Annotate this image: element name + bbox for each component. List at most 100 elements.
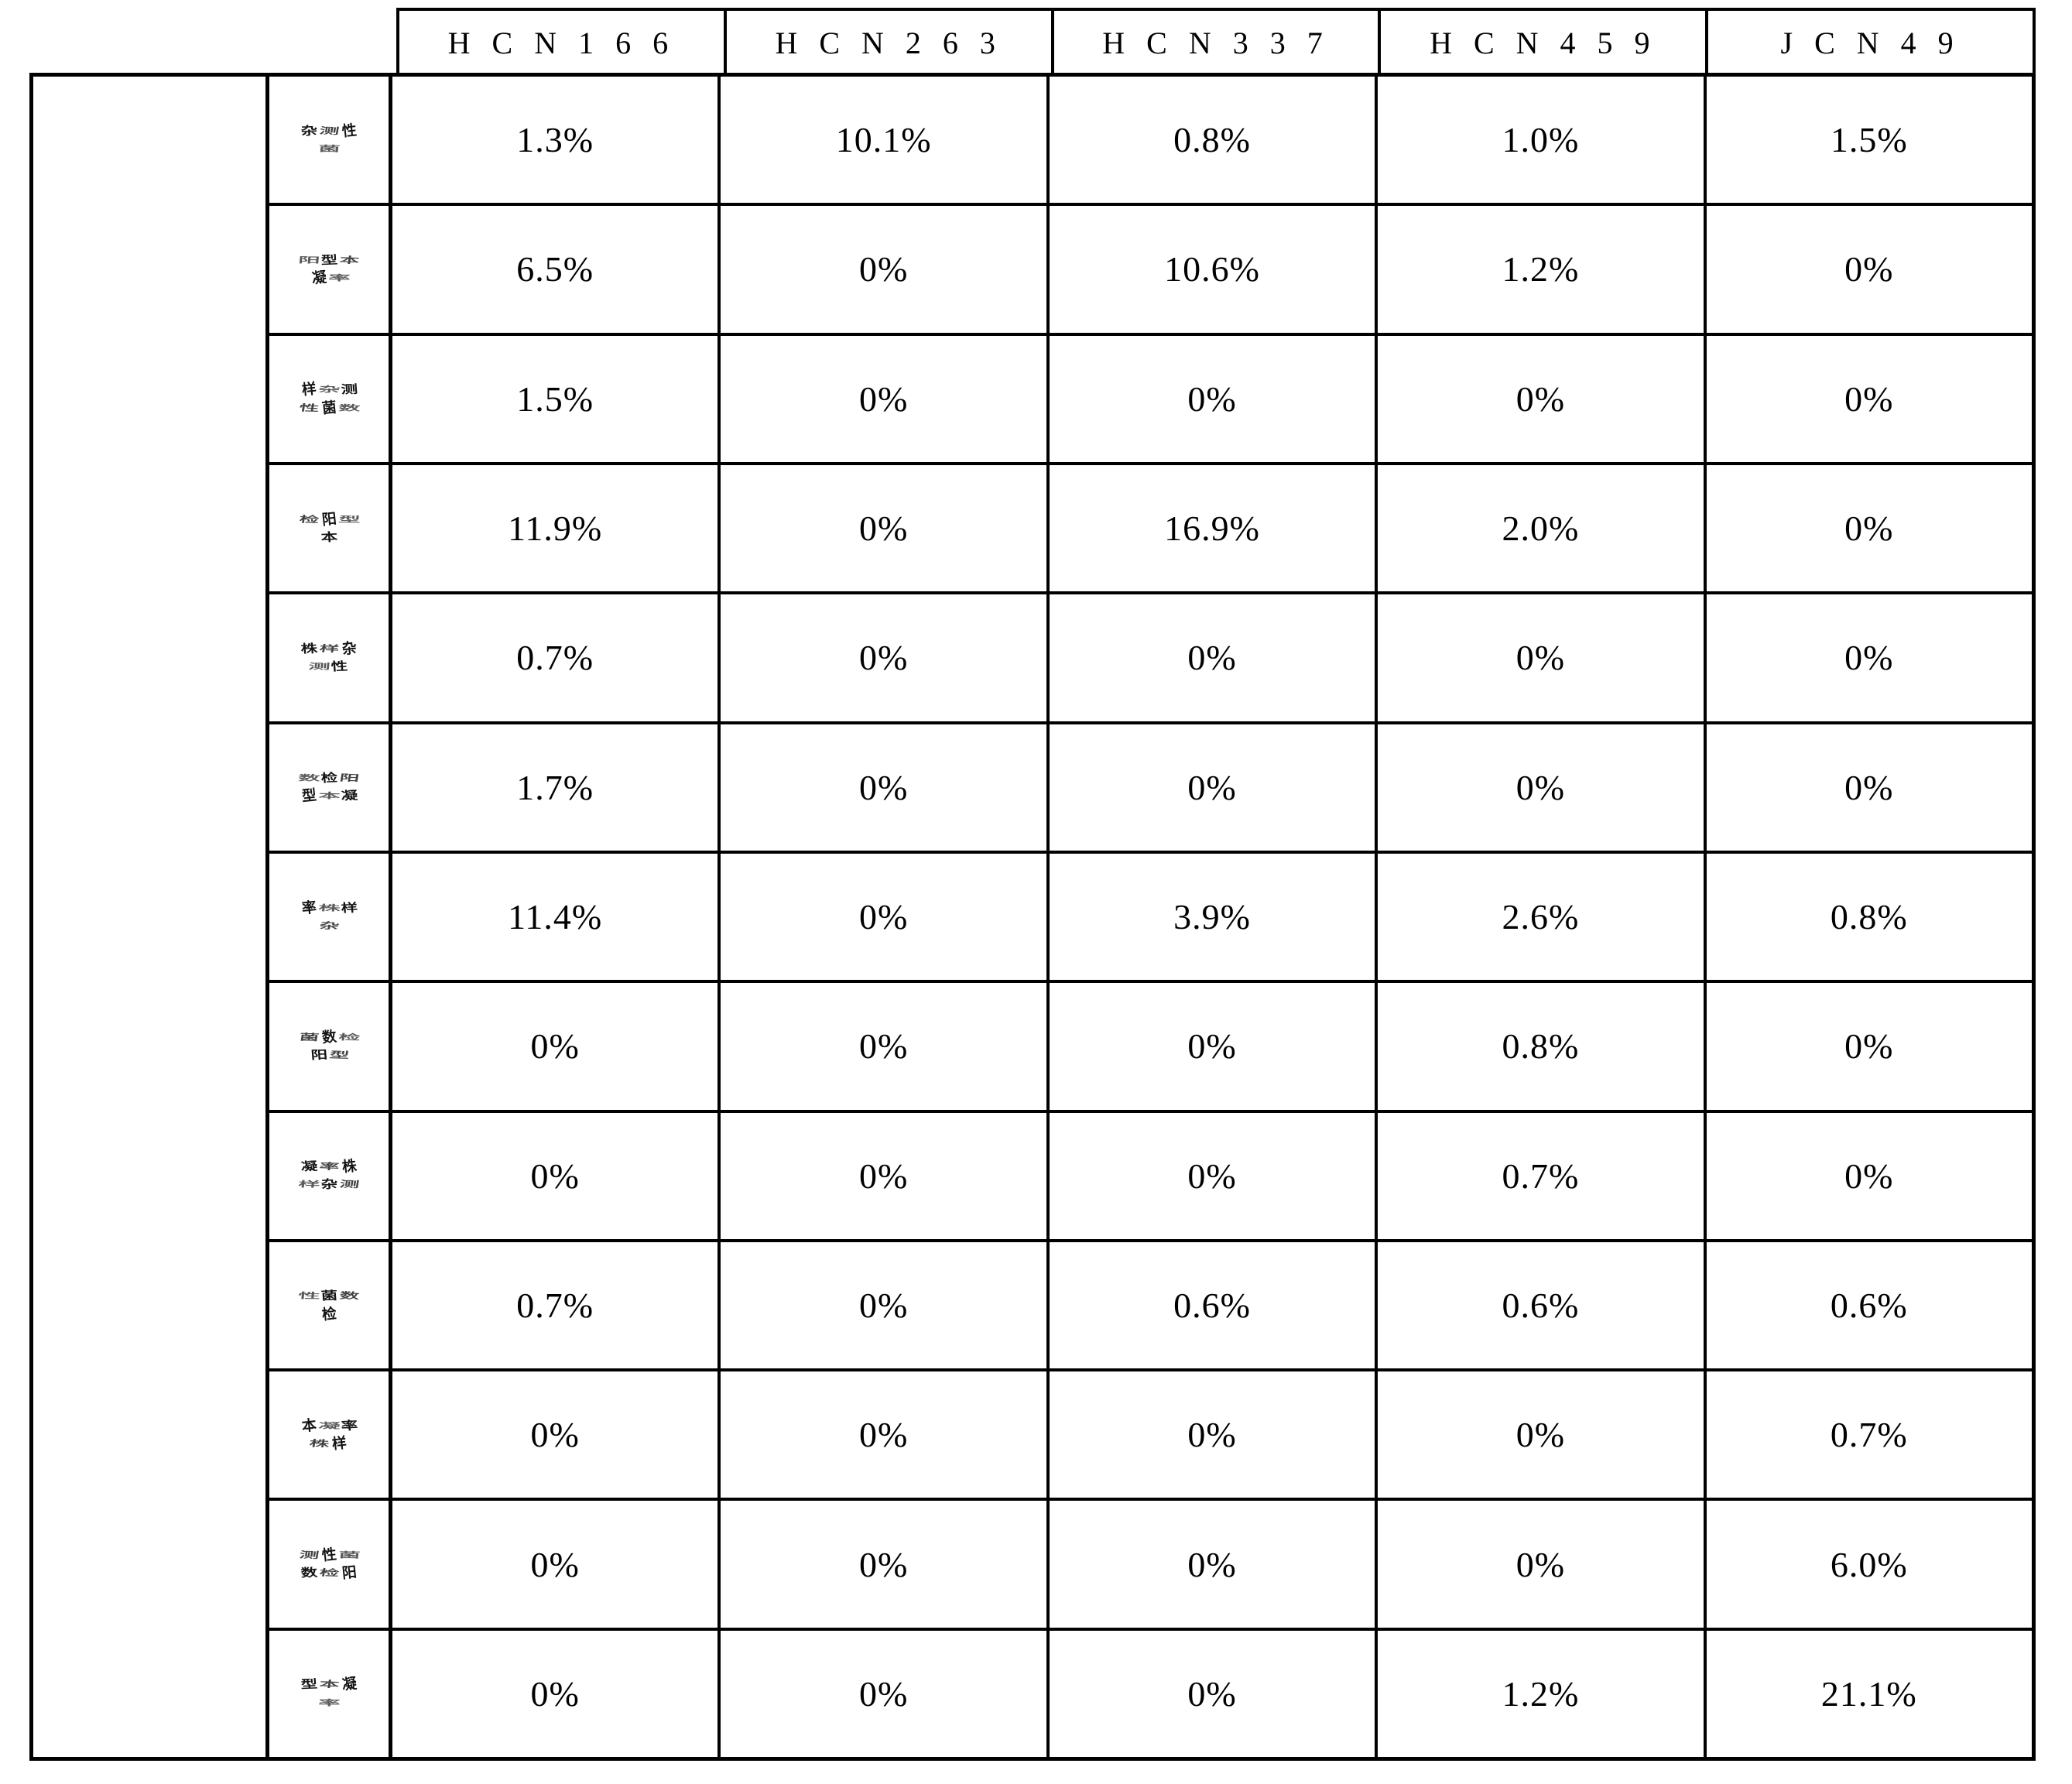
illegible-row-label: 检阳型本 <box>296 510 362 546</box>
data-columns: 1.3%6.5%1.5%11.9%0.7%1.7%11.4%0%0%0.7%0%… <box>392 77 2032 1757</box>
table-cell: 0.7% <box>1707 1371 2032 1501</box>
table-cell: 2.0% <box>1378 465 1703 594</box>
row-label-cell: 凝率株样杂测 <box>269 1113 389 1242</box>
table-cell: 6.5% <box>392 206 717 335</box>
row-label-cell: 数检阳型本凝 <box>269 724 389 854</box>
table-cell: 0% <box>721 1501 1046 1630</box>
table-cell: 0% <box>1707 594 2032 724</box>
table-cell: 10.1% <box>721 77 1046 206</box>
table-figure: H C N 1 6 6H C N 2 6 3H C N 3 3 7H C N 4… <box>0 0 2072 1784</box>
row-label-cell: 性菌数检 <box>269 1242 389 1371</box>
table-cell: 0% <box>721 206 1046 335</box>
table-cell: 0% <box>392 983 717 1112</box>
data-column-hc_n166: 1.3%6.5%1.5%11.9%0.7%1.7%11.4%0%0%0.7%0%… <box>392 77 721 1757</box>
table-cell: 0.8% <box>1050 77 1375 206</box>
table-cell: 0% <box>1378 1501 1703 1630</box>
table-cell: 0% <box>1050 1631 1375 1757</box>
table-cell: 0.8% <box>1707 854 2032 983</box>
row-label-cell: 型本凝率 <box>269 1631 389 1757</box>
table-cell: 0.8% <box>1378 983 1703 1112</box>
data-column-jc_n49: 1.5%0%0%0%0%0%0.8%0%0%0.6%0.7%6.0%21.1% <box>1707 77 2032 1757</box>
table-cell: 0% <box>1378 336 1703 465</box>
table-cell: 1.5% <box>392 336 717 465</box>
row-label-cell: 本凝率株样 <box>269 1371 389 1501</box>
table-cell: 0% <box>1050 724 1375 854</box>
table-cell: 3.9% <box>1050 854 1375 983</box>
table-cell: 10.6% <box>1050 206 1375 335</box>
table-cell: 0% <box>721 1113 1046 1242</box>
table-cell: 21.1% <box>1707 1631 2032 1757</box>
row-label-glyph-column: 杂测性菌阳型本凝率样杂测性菌数检阳型本株样杂测性数检阳型本凝率株样杂菌数检阳型凝… <box>269 77 392 1757</box>
row-label-cell: 率株样杂 <box>269 854 389 983</box>
table-cell: 0% <box>721 594 1046 724</box>
row-label-cell: 杂测性菌 <box>269 77 389 206</box>
table-cell: 0% <box>1707 724 2032 854</box>
table-cell: 0% <box>392 1371 717 1501</box>
table-cell: 0% <box>1050 594 1375 724</box>
table-cell: 0% <box>1378 1371 1703 1501</box>
table-body: 杂测性菌阳型本凝率样杂测性菌数检阳型本株样杂测性数检阳型本凝率株样杂菌数检阳型凝… <box>29 73 2036 1761</box>
table-cell: 0% <box>721 1242 1046 1371</box>
column-header-hc_n337: H C N 3 3 7 <box>1054 11 1382 74</box>
table-cell: 0% <box>721 336 1046 465</box>
illegible-row-label: 率株样杂 <box>296 899 362 934</box>
table-cell: 0% <box>1707 206 2032 335</box>
row-label-cell: 检阳型本 <box>269 465 389 594</box>
table-cell: 0% <box>1707 983 2032 1112</box>
illegible-row-label: 数检阳型本凝 <box>296 769 362 805</box>
table-cell: 2.6% <box>1378 854 1703 983</box>
table-cell: 0.6% <box>1378 1242 1703 1371</box>
table-cell: 0% <box>392 1631 717 1757</box>
table-cell: 0% <box>1050 1501 1375 1630</box>
table-cell: 0% <box>1050 1113 1375 1242</box>
table-cell: 16.9% <box>1050 465 1375 594</box>
table-cell: 0% <box>1707 336 2032 465</box>
row-label-blank-column <box>33 77 269 1757</box>
illegible-row-label: 阳型本凝率 <box>296 252 362 287</box>
table-cell: 0% <box>721 854 1046 983</box>
illegible-row-label: 菌数检阳型 <box>296 1029 362 1064</box>
row-label-cell: 株样杂测性 <box>269 594 389 724</box>
table-cell: 0% <box>392 1113 717 1242</box>
table-cell: 0.6% <box>1050 1242 1375 1371</box>
illegible-row-label: 型本凝率 <box>296 1676 362 1711</box>
data-column-hc_n337: 0.8%10.6%0%16.9%0%0%3.9%0%0%0.6%0%0%0% <box>1050 77 1378 1757</box>
illegible-row-label: 本凝率株样 <box>296 1417 362 1453</box>
column-header-hc_n263: H C N 2 6 3 <box>727 11 1054 74</box>
table-cell: 1.5% <box>1707 77 2032 206</box>
table-cell: 0% <box>721 1371 1046 1501</box>
data-column-hc_n459: 1.0%1.2%0%2.0%0%0%2.6%0.8%0.7%0.6%0%0%1.… <box>1378 77 1706 1757</box>
table-cell: 0% <box>1378 724 1703 854</box>
row-label-cell: 阳型本凝率 <box>269 206 389 335</box>
table-cell: 0% <box>1050 336 1375 465</box>
data-column-hc_n263: 10.1%0%0%0%0%0%0%0%0%0%0%0%0% <box>721 77 1049 1757</box>
row-label-cell: 测性菌数检阳 <box>269 1501 389 1630</box>
illegible-row-label: 性菌数检 <box>296 1287 362 1323</box>
table-cell: 0% <box>721 465 1046 594</box>
illegible-row-label: 株样杂测性 <box>296 640 362 676</box>
table-cell: 0% <box>1707 465 2032 594</box>
table-cell: 0% <box>1707 1113 2032 1242</box>
table-cell: 11.9% <box>392 465 717 594</box>
column-header-hc_n459: H C N 4 5 9 <box>1381 11 1708 74</box>
column-header-jc_n49: J C N 4 9 <box>1708 11 2033 74</box>
illegible-row-label: 测性菌数检阳 <box>296 1546 362 1582</box>
row-label-cell: 样杂测性菌数 <box>269 336 389 465</box>
table-cell: 0% <box>392 1501 717 1630</box>
illegible-row-label: 凝率株样杂测 <box>296 1158 362 1193</box>
table-cell: 0.7% <box>1378 1113 1703 1242</box>
table-cell: 0.7% <box>392 1242 717 1371</box>
table-header-row: H C N 1 6 6H C N 2 6 3H C N 3 3 7H C N 4… <box>396 8 2036 74</box>
illegible-row-label: 杂测性菌 <box>296 122 362 157</box>
row-label-cell: 菌数检阳型 <box>269 983 389 1112</box>
column-header-hc_n166: H C N 1 6 6 <box>399 11 727 74</box>
table-cell: 0% <box>1050 983 1375 1112</box>
table-cell: 0.7% <box>392 594 717 724</box>
table-cell: 0.6% <box>1707 1242 2032 1371</box>
table-cell: 0% <box>721 983 1046 1112</box>
table-cell: 1.0% <box>1378 77 1703 206</box>
table-cell: 11.4% <box>392 854 717 983</box>
table-cell: 0% <box>721 1631 1046 1757</box>
illegible-row-label: 样杂测性菌数 <box>296 381 362 416</box>
table-cell: 0% <box>1050 1371 1375 1501</box>
